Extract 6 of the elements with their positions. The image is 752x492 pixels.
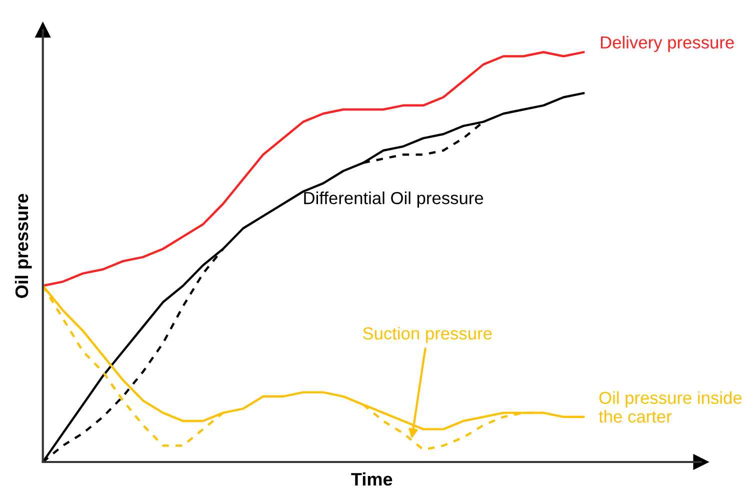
series-label: Delivery pressure [600, 36, 734, 52]
text: Suction pressure [363, 326, 492, 344]
y-axis-title: Oil pressure [14, 194, 32, 298]
x-axis-title: Time [351, 472, 392, 486]
series-label: Oil pressure inside the carter [598, 391, 742, 423]
series-label: Differential Oil pressure [304, 191, 484, 208]
